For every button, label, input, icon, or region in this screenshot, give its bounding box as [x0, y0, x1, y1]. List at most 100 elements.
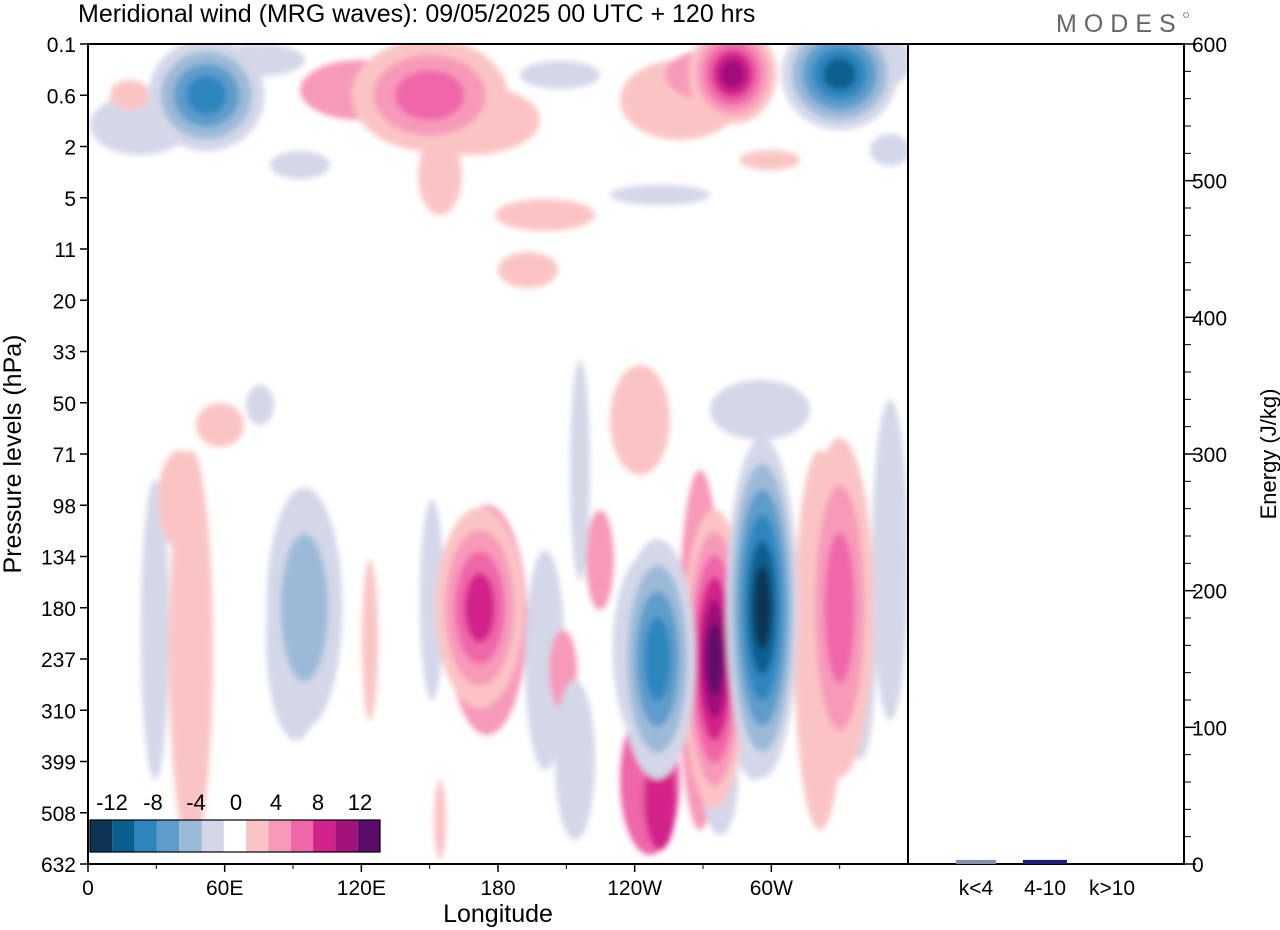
colorbar-swatch — [179, 820, 202, 852]
colorbar-label: -12 — [96, 790, 128, 815]
energy-tick-label: 500 — [1192, 171, 1227, 194]
y-tick-label: 508 — [41, 803, 76, 826]
contour-region — [434, 780, 446, 860]
x-tick-label: 60E — [206, 877, 243, 900]
energy-category-label: k>10 — [1089, 877, 1135, 900]
y-tick-label: 632 — [41, 854, 76, 877]
contour-region — [158, 450, 202, 550]
contour-core — [186, 75, 227, 115]
contour-core — [395, 70, 465, 121]
colorbar-label: -4 — [186, 790, 206, 815]
y-tick-label: 237 — [41, 649, 76, 672]
contour-region — [710, 380, 810, 440]
contour-region — [418, 135, 462, 215]
contour-region — [495, 199, 595, 231]
colorbar-frame — [89, 819, 381, 853]
wind-contours — [90, 44, 908, 860]
colorbar-swatch — [223, 820, 247, 852]
contour-region — [520, 61, 600, 89]
x-tick-label: 60W — [750, 877, 793, 900]
contour-region — [196, 403, 244, 447]
y-tick-label: 20 — [53, 290, 76, 313]
x-tick-label: 120W — [607, 877, 662, 900]
y-tick-label: 98 — [53, 495, 76, 518]
contour-region — [740, 150, 800, 170]
colorbar-swatch — [313, 820, 336, 852]
contour-core — [281, 533, 328, 682]
colorbar-swatch — [156, 820, 180, 852]
energy-tick-label: 400 — [1192, 307, 1227, 330]
contour-region — [270, 151, 330, 179]
colorbar-swatch — [268, 820, 291, 852]
colorbar-swatch — [201, 820, 224, 852]
colorbar-label: -8 — [143, 790, 163, 815]
logo-mark — [1183, 12, 1189, 18]
colorbar-swatch — [335, 820, 358, 852]
y-tick-label: 2 — [64, 137, 76, 160]
colorbar-swatch — [90, 820, 113, 852]
contour-core — [464, 572, 496, 643]
colorbar-label: 0 — [230, 790, 242, 815]
contour-region — [586, 510, 614, 610]
colorbar-label: 4 — [270, 790, 282, 815]
contour-core — [720, 59, 746, 89]
energy-axis-label: Energy (J/kg) — [1256, 389, 1280, 520]
energy-panel-frame — [907, 43, 1185, 865]
energy-tick-label: 300 — [1192, 444, 1227, 467]
contour-core — [706, 622, 723, 696]
contour-core — [823, 58, 857, 90]
x-axis-label: Longitude — [443, 900, 553, 928]
y-tick-label: 0.6 — [47, 85, 76, 108]
colorbar-label: 12 — [348, 790, 372, 815]
contour-region — [610, 365, 670, 475]
colorbar-swatch — [357, 820, 380, 852]
contour-region — [872, 400, 908, 720]
energy-category-label: k<4 — [959, 877, 994, 900]
contour-core — [753, 566, 771, 649]
energy-bar — [1023, 859, 1067, 864]
y-tick-label: 134 — [41, 547, 76, 570]
x-tick-label: 0 — [82, 877, 94, 900]
y-tick-label: 5 — [64, 188, 76, 211]
y-tick-label: 180 — [41, 598, 76, 621]
y-tick-label: 0.1 — [47, 34, 76, 57]
contour-region — [570, 360, 590, 580]
contour-region — [141, 480, 169, 780]
y-tick-label: 33 — [53, 342, 76, 365]
contour-region — [246, 385, 274, 425]
contour-region — [110, 80, 150, 110]
x-tick-label: 180 — [480, 877, 515, 900]
contour-region — [362, 560, 378, 720]
y-tick-label: 50 — [53, 393, 76, 416]
energy-tick-label: 0 — [1192, 854, 1204, 877]
contour-core — [824, 532, 855, 684]
contour-region — [498, 252, 558, 288]
colorbar-label: 8 — [312, 790, 324, 815]
modes-logo: MODES — [1056, 10, 1183, 38]
energy-tick-label: 600 — [1192, 34, 1227, 57]
contour-region — [525, 550, 565, 770]
y-tick-label: 399 — [41, 752, 76, 775]
energy-tick-label: 100 — [1192, 717, 1227, 740]
contour-region — [870, 134, 908, 166]
contour-region — [610, 185, 710, 205]
contour-core — [644, 617, 671, 701]
energy-axis: 0 100 200 300 400 500 600 — [1184, 34, 1227, 877]
energy-tick-label: 200 — [1192, 581, 1227, 604]
y-axis-label: Pressure levels (hPa) — [0, 335, 27, 574]
chart-title: Meridional wind (MRG waves): 09/05/2025 … — [78, 0, 755, 28]
x-tick-label: 120E — [337, 877, 386, 900]
energy-bar — [956, 859, 996, 864]
pressure-axis: 0.1 0.6 2 5 11 20 33 50 71 98 134 180 237 310 399 508 63… — [41, 34, 88, 877]
colorbar-swatch — [290, 820, 314, 852]
colorbar-swatch — [112, 820, 135, 852]
energy-category-label: 4-10 — [1024, 877, 1066, 900]
colorbar-swatch — [246, 820, 269, 852]
colorbar-swatch — [134, 820, 157, 852]
y-tick-label: 310 — [41, 700, 76, 723]
y-tick-label: 71 — [53, 444, 76, 467]
longitude-axis: 0 60E 120E 180 120W 60W — [82, 864, 841, 900]
y-tick-label: 11 — [54, 239, 76, 262]
energy-bars: k<4 4-10 k>10 — [956, 859, 1135, 900]
contour-region — [555, 680, 595, 840]
